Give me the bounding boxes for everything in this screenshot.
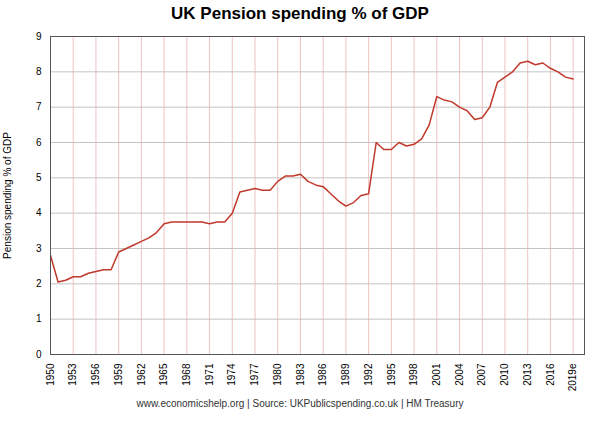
html-text:UK Pension spending % of GDP: UK Pension spending % of GDP [171,4,429,23]
svg-text:1959: 1959 [113,363,124,386]
svg-text:2001: 2001 [431,363,442,386]
svg-text:2013: 2013 [522,363,533,386]
svg-text:1977: 1977 [249,363,260,386]
svg-text:1995: 1995 [386,363,397,386]
svg-text:0: 0 [36,349,42,360]
svg-text:8: 8 [36,66,42,77]
svg-text:1965: 1965 [158,363,169,386]
svg-text:5: 5 [36,172,42,183]
svg-text:2019e: 2019e [567,363,578,391]
svg-text:6: 6 [36,137,42,148]
svg-text:1983: 1983 [295,363,306,386]
svg-text:1962: 1962 [136,363,147,386]
svg-text:1968: 1968 [181,363,192,386]
svg-text:3: 3 [36,243,42,254]
svg-text:2004: 2004 [454,363,465,386]
svg-text:2007: 2007 [476,363,487,386]
svg-text:Pension spending % of GDP: Pension spending % of GDP [2,132,13,259]
html-text:www.economicshelp.org | Source: www.economicshelp.org | Source: UKPublic… [136,398,464,409]
svg-text:4: 4 [36,207,42,218]
svg-text:2016: 2016 [545,363,556,386]
svg-text:1986: 1986 [317,363,328,386]
svg-text:1980: 1980 [272,363,283,386]
svg-text:1950: 1950 [45,363,56,386]
svg-text:9: 9 [36,31,42,42]
svg-text:1974: 1974 [226,363,237,386]
svg-text:1998: 1998 [408,363,419,386]
svg-text:1992: 1992 [363,363,374,386]
svg-text:2010: 2010 [499,363,510,386]
svg-text:1956: 1956 [90,363,101,386]
svg-text:1: 1 [36,313,42,324]
svg-text:1989: 1989 [340,363,351,386]
svg-text:1971: 1971 [204,363,215,386]
svg-text:7: 7 [36,101,42,112]
svg-text:1953: 1953 [67,363,78,386]
svg-text:2: 2 [36,278,42,289]
